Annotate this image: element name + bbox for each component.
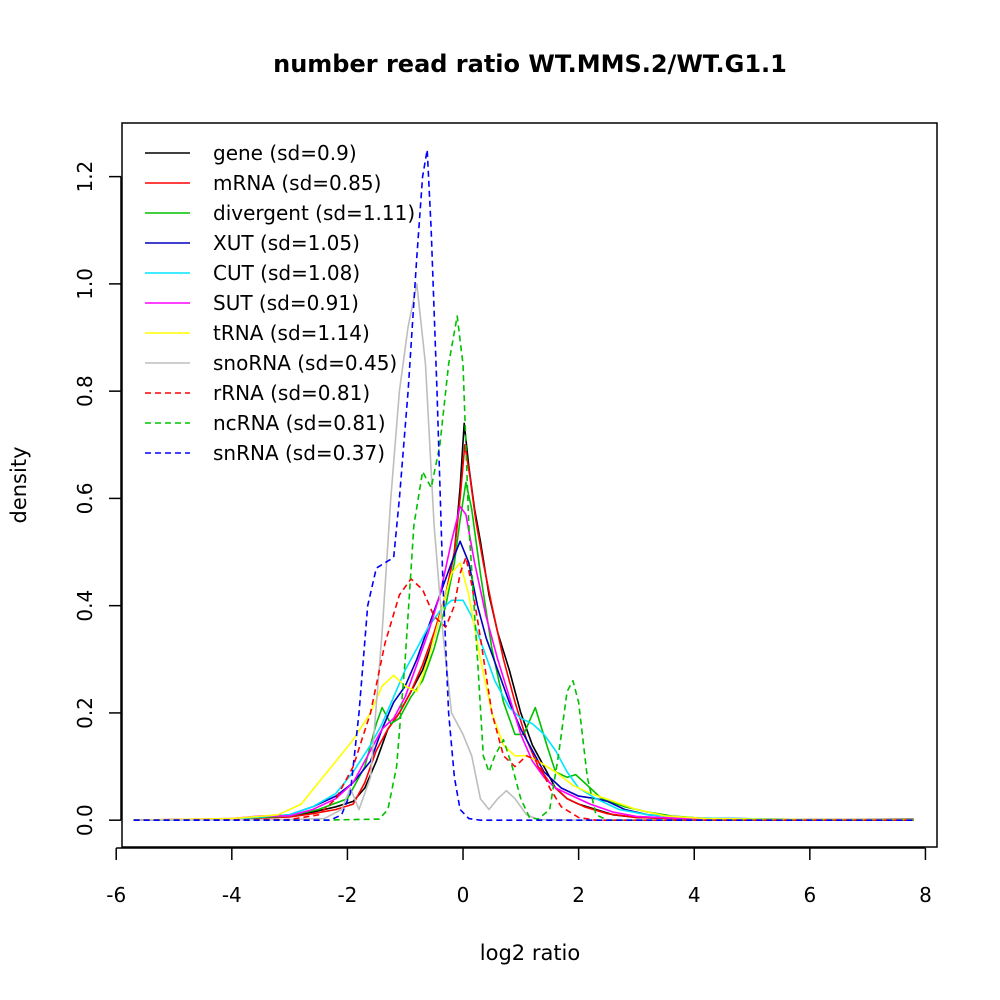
series-line-snRNA bbox=[133, 149, 914, 821]
y-axis: 0.0 0.2 0.4 0.6 0.8 1.0 1.2 bbox=[73, 161, 122, 836]
x-tick-label: 4 bbox=[688, 883, 701, 907]
x-tick-label: 8 bbox=[919, 883, 932, 907]
series-line-mRNA bbox=[133, 444, 914, 821]
x-tick-label: -2 bbox=[337, 883, 357, 907]
y-tick-label: 0.2 bbox=[73, 697, 97, 729]
legend-label: ncRNA (sd=0.81) bbox=[213, 411, 386, 435]
legend-label: rRNA (sd=0.81) bbox=[213, 381, 370, 405]
y-tick-label: 0.0 bbox=[73, 804, 97, 836]
series-line-gene bbox=[133, 422, 914, 821]
x-tick-label: -4 bbox=[222, 883, 242, 907]
series-line-SUT bbox=[133, 505, 914, 821]
series-line-divergent bbox=[133, 481, 914, 821]
x-tick-label: 6 bbox=[803, 883, 816, 907]
legend-label: XUT (sd=1.05) bbox=[213, 231, 360, 255]
legend-label: mRNA (sd=0.85) bbox=[213, 171, 381, 195]
plot-frame bbox=[121, 122, 938, 848]
series-line-XUT bbox=[133, 540, 914, 821]
legend-label: CUT (sd=1.08) bbox=[213, 261, 360, 285]
y-tick-label: 1.0 bbox=[73, 268, 97, 300]
y-axis-label: density bbox=[7, 447, 31, 524]
y-tick-label: 0.8 bbox=[73, 375, 97, 407]
legend-label: gene (sd=0.9) bbox=[213, 141, 357, 165]
chart-title: number read ratio WT.MMS.2/WT.G1.1 bbox=[273, 50, 787, 78]
series-line-CUT bbox=[133, 599, 914, 821]
series-line-ncRNA bbox=[133, 315, 914, 821]
legend-label: snoRNA (sd=0.45) bbox=[213, 351, 397, 375]
legend: gene (sd=0.9) mRNA (sd=0.85) divergent (sd… bbox=[145, 141, 415, 465]
legend-label: snRNA (sd=0.37) bbox=[213, 441, 385, 465]
y-tick-label: 0.4 bbox=[73, 590, 97, 622]
legend-label: SUT (sd=0.91) bbox=[213, 291, 359, 315]
x-axis-label: log2 ratio bbox=[480, 941, 580, 965]
y-tick-label: 0.6 bbox=[73, 483, 97, 515]
legend-label: divergent (sd=1.11) bbox=[213, 201, 415, 225]
series-line-tRNA bbox=[133, 562, 914, 821]
series-line-snoRNA bbox=[133, 283, 914, 821]
series-line-rRNA bbox=[133, 556, 914, 821]
x-tick-label: 2 bbox=[572, 883, 585, 907]
x-tick-label: -6 bbox=[106, 883, 126, 907]
legend-label: tRNA (sd=1.14) bbox=[213, 321, 370, 345]
x-tick-label: 0 bbox=[457, 883, 470, 907]
y-tick-label: 1.2 bbox=[73, 161, 97, 193]
series-layer bbox=[133, 149, 914, 821]
x-axis: -6 -4 -2 0 2 4 6 8 bbox=[106, 847, 932, 907]
